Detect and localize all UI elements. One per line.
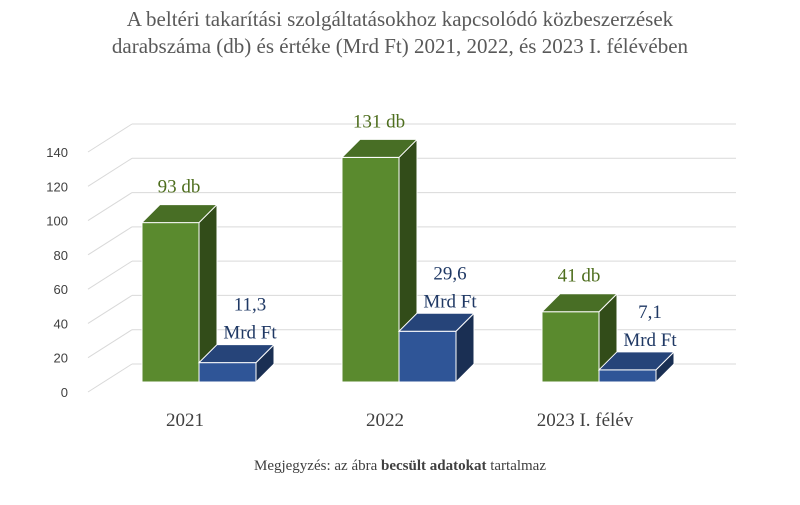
side-grid-line <box>87 157 133 187</box>
data-label-count: 131 db <box>353 111 405 132</box>
data-label-value: Mrd Ft <box>223 323 277 344</box>
x-category-label: 2023 I. félév <box>537 410 634 431</box>
bar-blue-front <box>198 362 257 383</box>
chart-title: A beltéri takarítási szolgáltatásokhoz k… <box>0 6 800 60</box>
y-tick-label: 60 <box>54 282 68 297</box>
chart-note: Megjegyzés: az ábra becsült adatokat tar… <box>0 458 800 475</box>
bar-green-top <box>540 293 619 313</box>
y-tick-label: 120 <box>46 179 68 194</box>
bar-blue-front <box>598 369 657 383</box>
bar-green-front <box>341 156 400 383</box>
bar-green-top <box>140 204 219 224</box>
side-grid-line <box>87 295 133 324</box>
bar-blue-front <box>398 330 457 383</box>
data-label-value: 29,6 <box>433 263 466 284</box>
side-grid-line <box>87 226 133 256</box>
bar-green-front <box>541 311 600 383</box>
chart-title-line-1: A beltéri takarítási szolgáltatásokhoz k… <box>126 7 674 31</box>
side-grid-line <box>87 363 133 393</box>
bar-green-top <box>340 138 419 158</box>
x-category-label: 2022 <box>366 410 404 431</box>
bar-green-front <box>141 222 200 383</box>
note-prefix: Megjegyzés: az ábra <box>253 458 382 474</box>
bar-blue-top <box>197 344 276 364</box>
x-category-label: 2021 <box>166 410 204 431</box>
data-label-value: Mrd Ft <box>423 291 477 312</box>
side-grid-line <box>87 260 133 290</box>
side-grid-line <box>87 192 133 221</box>
bar-blue-top <box>397 312 476 332</box>
note-suffix: tartalmaz <box>486 458 546 474</box>
data-label-count: 93 db <box>158 177 201 198</box>
data-label-value: 7,1 <box>638 302 662 323</box>
bar-blue-top <box>597 351 676 371</box>
side-grid-line <box>87 123 133 153</box>
data-label-count: 41 db <box>558 266 601 287</box>
side-grid-line <box>87 329 133 359</box>
y-tick-label: 100 <box>46 214 68 229</box>
chart-title-line-2: darabszáma (db) és értéke (Mrd Ft) 2021,… <box>111 34 689 58</box>
y-tick-label: 20 <box>54 351 68 366</box>
y-tick-label: 140 <box>46 145 68 160</box>
data-label-value: 11,3 <box>234 295 267 316</box>
note-bold: becsült adatokat <box>381 458 487 474</box>
y-tick-label: 0 <box>61 385 68 400</box>
data-label-value: Mrd Ft <box>623 330 677 351</box>
y-tick-label: 80 <box>54 248 68 263</box>
y-tick-label: 40 <box>54 316 68 331</box>
